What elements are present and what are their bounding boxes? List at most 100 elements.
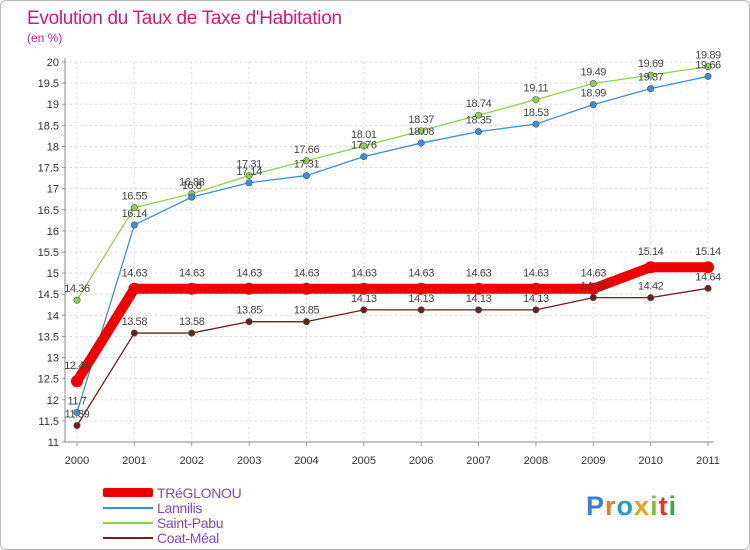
data-point [130,204,138,212]
x-tick-label: 2005 [352,455,376,467]
data-point [702,261,714,274]
legend-swatch [103,536,153,539]
data-label: 14.64 [695,271,721,283]
data-point [188,329,196,337]
chart-subtitle: (en %) [27,31,63,45]
data-point [360,142,368,150]
data-label: 19.37 [638,72,664,84]
series-line [76,75,709,414]
data-point [360,153,368,161]
data-point [357,282,370,295]
x-tick-label: 2002 [179,455,203,467]
data-point [73,296,81,304]
data-point [130,221,138,229]
data-label: 14.42 [638,281,664,293]
data-label: 14.63 [581,268,607,280]
data-point [587,282,600,295]
data-label: 17.31 [236,159,262,171]
data-label: 18.37 [408,114,434,126]
data-point [475,128,483,136]
data-label: 14.63 [179,268,205,280]
data-label: 18.53 [523,107,549,119]
data-label: 18.35 [466,115,492,127]
data-label: 11.39 [65,409,90,421]
data-point [704,284,712,292]
data-point [532,96,540,104]
data-label: 13.58 [122,316,148,328]
logo-letter: P [586,491,606,521]
data-label: 14.36 [64,283,90,295]
data-label: 11.7 [68,395,87,407]
data-point [185,282,198,295]
data-point [302,172,310,180]
legend-item-lannilis: Lannilis [103,499,241,516]
data-label: 14.13 [351,293,377,305]
data-label: 13.58 [179,316,205,328]
legend-label: Coat-Méal [157,529,219,546]
data-label: 18.74 [466,98,492,110]
logo-letter: t [658,491,669,521]
data-point [245,172,253,180]
data-point [245,318,253,326]
data-label: 19.49 [581,67,607,79]
series-line [76,65,709,301]
legend-item-treglonou: TRéGLONOU [103,485,242,501]
data-label: 17.66 [294,144,320,156]
data-label: 19.69 [638,58,664,70]
logo-letter: i [668,491,678,521]
data-point [529,282,542,295]
y-tick-label: 16.5 [38,205,59,217]
data-point [300,282,313,295]
data-label: 19.89 [695,50,721,62]
data-point [647,85,655,93]
x-tick-label: 2009 [581,455,605,467]
x-tick-label: 2000 [65,455,89,467]
legend-label: Lannilis [157,499,203,516]
y-tick-label: 12.5 [38,374,59,386]
data-label: 17.14 [236,166,262,178]
x-tick-label: 2003 [237,455,261,467]
data-point [472,282,485,295]
data-label: 14.63 [351,268,377,280]
data-point [417,139,425,147]
data-label: 12.44 [64,360,90,372]
data-label: 16.55 [122,191,148,203]
legend-item-coat-meal: Coat-Méal [103,529,241,546]
data-label: 18.08 [408,126,434,138]
data-label: 14.63 [466,268,492,280]
data-label: 16.88 [179,177,205,189]
data-point [532,306,540,314]
y-tick-label: 11 [48,437,59,449]
data-label: 17.76 [351,140,377,152]
data-point [704,72,712,80]
data-point [360,306,368,314]
y-tick-label: 16 [47,226,59,238]
data-point [302,157,310,165]
data-point [73,408,81,416]
data-point [475,111,483,119]
data-label: 15.14 [638,246,664,258]
legend-label: Saint-Pabu [157,514,224,531]
chart-title: Evolution du Taux de Taxe d'Habitation [27,8,342,29]
data-point [589,101,597,109]
data-label: 13.85 [236,305,262,317]
y-tick-label: 14 [47,310,59,322]
data-point [644,261,657,274]
y-tick-label: 15 [47,268,59,280]
data-point [71,375,83,388]
data-point [647,294,655,302]
data-point [415,282,428,295]
data-label: 18.01 [351,129,377,141]
data-point [589,80,597,88]
data-label: 16.8 [182,180,202,192]
data-label: 16.14 [122,208,148,220]
data-label: 14.63 [122,268,148,280]
data-label: 14.13 [466,293,492,305]
data-point [243,282,256,295]
y-tick-label: 12 [47,395,59,407]
data-point [475,306,483,314]
y-tick-label: 19 [47,99,59,111]
data-point [589,294,597,302]
